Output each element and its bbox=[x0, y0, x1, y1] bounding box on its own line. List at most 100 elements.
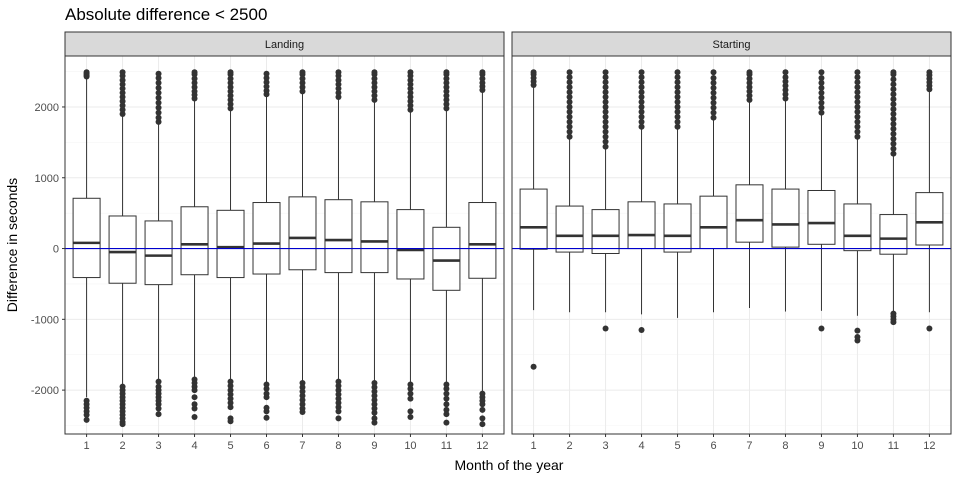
outlier-point bbox=[227, 69, 234, 76]
outlier-point bbox=[782, 86, 789, 93]
outlier-point bbox=[854, 74, 861, 81]
outlier-point bbox=[854, 133, 861, 140]
outlier-point bbox=[854, 118, 861, 125]
outlier-point bbox=[602, 143, 609, 150]
outlier-point bbox=[602, 325, 609, 332]
outlier-point bbox=[566, 113, 573, 120]
facet-strip-label: Starting bbox=[713, 39, 751, 51]
box-month-12 bbox=[468, 69, 497, 428]
outlier-point bbox=[299, 384, 306, 391]
outlier-point bbox=[854, 79, 861, 86]
outlier-point bbox=[854, 94, 861, 101]
outlier-point bbox=[227, 399, 234, 406]
outlier-point bbox=[854, 123, 861, 130]
outlier-point bbox=[479, 415, 486, 422]
outlier-point bbox=[710, 114, 717, 121]
outlier-point bbox=[191, 401, 198, 408]
y-tick-label: -2000 bbox=[31, 385, 59, 397]
outlier-point bbox=[710, 104, 717, 111]
outlier-point bbox=[443, 79, 450, 86]
outlier-point bbox=[530, 69, 537, 76]
outlier-point bbox=[566, 118, 573, 125]
outlier-point bbox=[371, 79, 378, 86]
outlier-point bbox=[818, 89, 825, 96]
outlier-point bbox=[746, 84, 753, 91]
outlier-point bbox=[890, 120, 897, 127]
outlier-point bbox=[890, 106, 897, 113]
y-tick-label: 1000 bbox=[35, 173, 59, 185]
x-tick-label: 9 bbox=[371, 440, 377, 452]
outlier-point bbox=[227, 88, 234, 95]
outlier-point bbox=[890, 111, 897, 118]
x-tick-label: 8 bbox=[335, 440, 341, 452]
outlier-point bbox=[674, 103, 681, 110]
outlier-point bbox=[371, 84, 378, 91]
box-month-8 bbox=[771, 69, 800, 312]
outlier-point bbox=[479, 406, 486, 413]
outlier-point bbox=[602, 113, 609, 120]
outlier-point bbox=[371, 388, 378, 395]
outlier-point bbox=[566, 89, 573, 96]
outlier-point bbox=[479, 69, 486, 76]
x-tick-label: 7 bbox=[299, 440, 305, 452]
outlier-point bbox=[227, 404, 234, 411]
outlier-point bbox=[191, 88, 198, 95]
outlier-point bbox=[263, 385, 270, 392]
outlier-point bbox=[602, 108, 609, 115]
iqr-box bbox=[699, 195, 728, 250]
iqr-box bbox=[252, 202, 281, 275]
outlier-point bbox=[443, 69, 450, 76]
x-tick-label: 10 bbox=[404, 440, 416, 452]
outlier-point bbox=[443, 96, 450, 103]
outlier-point bbox=[335, 395, 342, 402]
outlier-point bbox=[890, 135, 897, 142]
outlier-point bbox=[407, 69, 414, 76]
outlier-point bbox=[299, 388, 306, 395]
outlier-point bbox=[155, 74, 162, 81]
outlier-point bbox=[119, 69, 126, 76]
outlier-point bbox=[263, 414, 270, 421]
outlier-point bbox=[818, 104, 825, 111]
outlier-point bbox=[83, 416, 90, 423]
box-month-4 bbox=[627, 69, 656, 333]
outlier-point bbox=[638, 108, 645, 115]
chart-title: Absolute difference < 2500 bbox=[65, 5, 267, 24]
outlier-point bbox=[674, 84, 681, 91]
outlier-point bbox=[371, 419, 378, 426]
outlier-point bbox=[443, 406, 450, 413]
outlier-point bbox=[83, 411, 90, 418]
outlier-point bbox=[227, 391, 234, 398]
outlier-point bbox=[710, 79, 717, 86]
outlier-point bbox=[335, 404, 342, 411]
x-tick-label: 2 bbox=[120, 440, 126, 452]
outlier-point bbox=[566, 84, 573, 91]
outlier-point bbox=[890, 130, 897, 137]
outlier-point bbox=[602, 74, 609, 81]
outlier-point bbox=[407, 414, 414, 421]
iqr-box bbox=[396, 209, 425, 280]
panel-background bbox=[512, 56, 951, 434]
iqr-box bbox=[432, 226, 461, 291]
box-month-5 bbox=[216, 69, 245, 425]
outlier-point bbox=[479, 79, 486, 86]
iqr-box bbox=[519, 188, 548, 250]
iqr-box bbox=[591, 209, 620, 254]
x-tick-label: 7 bbox=[746, 440, 752, 452]
box-month-10 bbox=[843, 69, 872, 344]
facet-strip bbox=[64, 31, 505, 57]
outlier-point bbox=[566, 133, 573, 140]
outlier-point bbox=[566, 79, 573, 86]
x-tick-label: 6 bbox=[710, 440, 716, 452]
outlier-point bbox=[479, 75, 486, 82]
outlier-point bbox=[890, 125, 897, 132]
x-tick-label: 12 bbox=[476, 440, 488, 452]
outlier-point bbox=[335, 85, 342, 92]
outlier-point bbox=[299, 380, 306, 387]
outlier-point bbox=[890, 140, 897, 147]
outlier-point bbox=[299, 69, 306, 76]
outlier-point bbox=[890, 145, 897, 152]
outlier-point bbox=[299, 88, 306, 95]
outlier-point bbox=[890, 116, 897, 122]
